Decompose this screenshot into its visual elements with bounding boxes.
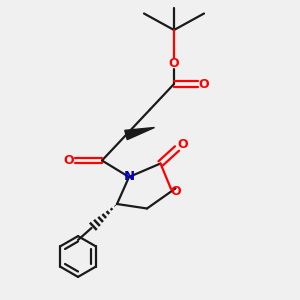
Text: N: N — [123, 170, 135, 184]
Text: O: O — [63, 154, 74, 167]
Polygon shape — [125, 128, 154, 140]
Text: O: O — [169, 57, 179, 70]
Text: O: O — [170, 185, 181, 198]
Text: O: O — [177, 138, 188, 151]
Text: O: O — [198, 77, 209, 91]
